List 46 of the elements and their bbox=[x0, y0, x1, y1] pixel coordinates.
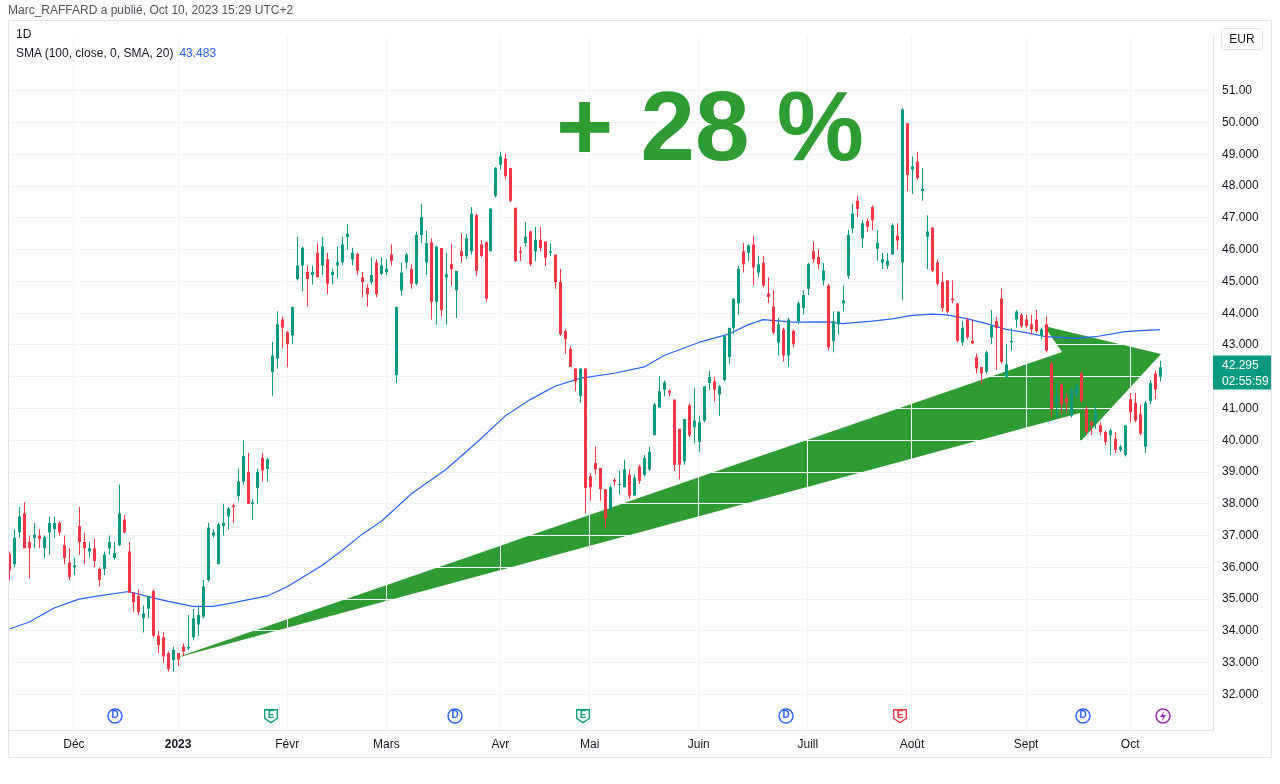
text: Marc_RAFFARD a publié, Oct 10, 2023 15:29 UTC+2 bbox=[8, 2, 294, 18]
candlestick bbox=[251, 499, 254, 520]
x-tick-label: Avr bbox=[491, 736, 510, 751]
y-tick-label: 34.000 bbox=[1222, 623, 1260, 638]
y-tick-label: 36.000 bbox=[1222, 559, 1260, 574]
y-tick-label: 51.00 bbox=[1222, 83, 1253, 98]
y-tick-label: 47.000 bbox=[1222, 210, 1260, 225]
y-tick-label: 48.000 bbox=[1222, 178, 1260, 193]
x-tick-label: Déc bbox=[63, 736, 85, 751]
chart-title: 1D bbox=[16, 26, 32, 42]
y-tick-label: 46.000 bbox=[1222, 241, 1260, 256]
candlestick bbox=[926, 215, 929, 270]
candlestick bbox=[450, 243, 453, 286]
y-tick-label: 32.000 bbox=[1222, 686, 1260, 701]
x-tick-label: 2023 bbox=[164, 736, 192, 751]
y-tick-label: 33.000 bbox=[1222, 654, 1260, 669]
y-tick-label: 35.000 bbox=[1222, 591, 1260, 606]
x-tick-label: Août bbox=[899, 736, 926, 751]
candlestick bbox=[346, 224, 349, 250]
x-tick-label: Juin bbox=[687, 736, 710, 751]
x-tick-label: Mai bbox=[580, 736, 600, 751]
y-axis-title: EUR bbox=[1229, 32, 1255, 46]
text: SMA (100, close, 0, SMA, 20) bbox=[16, 46, 174, 60]
y-tick-label: 38.000 bbox=[1222, 496, 1260, 511]
x-tick-label: Févr bbox=[275, 736, 300, 751]
annotation: 43.483 bbox=[179, 46, 217, 60]
y-tick-label: 37.000 bbox=[1222, 527, 1260, 542]
y-tick-label: 44.000 bbox=[1222, 305, 1260, 320]
y-tick-label: 50.000 bbox=[1222, 114, 1260, 129]
x-tick-label: Mars bbox=[373, 736, 400, 751]
annotation: + 28 % bbox=[556, 71, 864, 181]
y-tick-label: 41.000 bbox=[1222, 400, 1260, 415]
x-tick-label: Sept bbox=[1013, 736, 1040, 751]
text: 42.295 bbox=[1222, 357, 1260, 372]
candlestick bbox=[445, 252, 448, 325]
y-tick-label: 45.000 bbox=[1222, 273, 1260, 288]
candlestick bbox=[222, 503, 225, 536]
y-tick-label: 49.000 bbox=[1222, 146, 1260, 161]
x-tick-label: Juill bbox=[797, 736, 819, 751]
label-box: EUR bbox=[1221, 28, 1263, 50]
x-tick-label: Oct bbox=[1120, 736, 1141, 751]
y-tick-label: 39.000 bbox=[1222, 464, 1260, 479]
y-tick-label: 43.000 bbox=[1222, 337, 1260, 352]
y-tick-label: 40.000 bbox=[1222, 432, 1260, 447]
text: 02:55:59 bbox=[1222, 373, 1270, 388]
candlestick bbox=[618, 471, 621, 494]
